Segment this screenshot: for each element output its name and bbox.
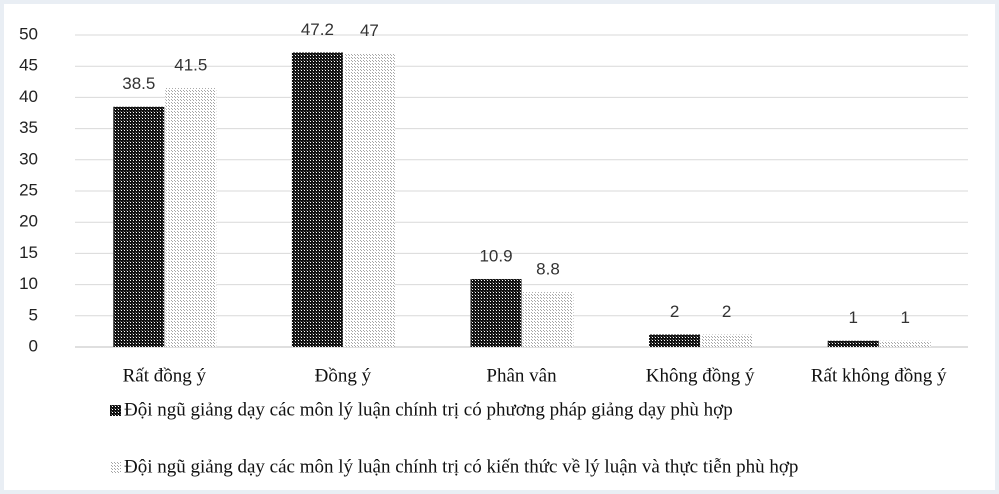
y-tick-label: 0 xyxy=(29,336,38,355)
value-label: 41.5 xyxy=(174,56,207,75)
y-tick-label: 50 xyxy=(19,24,38,43)
bar xyxy=(879,340,931,347)
bar xyxy=(470,278,522,347)
x-tick-label: Rất đồng ý xyxy=(123,365,207,386)
bar xyxy=(343,53,395,347)
y-tick-label: 25 xyxy=(19,180,38,199)
value-label: 47 xyxy=(360,21,379,40)
value-label: 10.9 xyxy=(479,246,512,265)
y-tick-label: 40 xyxy=(19,87,38,106)
legend-label: Đội ngũ giảng dạy các môn lý luận chính … xyxy=(124,456,798,477)
y-tick-label: 10 xyxy=(19,274,38,293)
bar xyxy=(291,52,343,348)
value-label: 47.2 xyxy=(301,20,334,39)
bar xyxy=(113,106,165,347)
bar xyxy=(827,340,879,347)
value-label: 38.5 xyxy=(122,74,155,93)
value-label: 2 xyxy=(722,302,731,321)
legend-swatch xyxy=(110,405,121,416)
value-label: 8.8 xyxy=(536,260,560,279)
bar xyxy=(522,292,574,347)
x-tick-label: Phân vân xyxy=(486,365,557,386)
value-label: 1 xyxy=(900,308,909,327)
x-tick-label: Đồng ý xyxy=(315,365,372,386)
value-label: 2 xyxy=(670,302,679,321)
y-tick-label: 30 xyxy=(19,149,38,168)
bar xyxy=(649,334,701,347)
y-tick-label: 45 xyxy=(19,56,38,75)
x-tick-label: Rất không đồng ý xyxy=(811,365,947,386)
y-tick-label: 20 xyxy=(19,212,38,231)
value-label: 1 xyxy=(848,308,857,327)
bar xyxy=(701,334,753,347)
legend-label: Đội ngũ giảng dạy các môn lý luận chính … xyxy=(124,399,733,420)
y-tick-label: 35 xyxy=(19,118,38,137)
y-tick-label: 5 xyxy=(29,305,38,324)
bar xyxy=(165,88,217,347)
legend-swatch xyxy=(110,462,121,473)
x-tick-label: Không đồng ý xyxy=(646,365,755,386)
y-tick-label: 15 xyxy=(19,243,38,262)
